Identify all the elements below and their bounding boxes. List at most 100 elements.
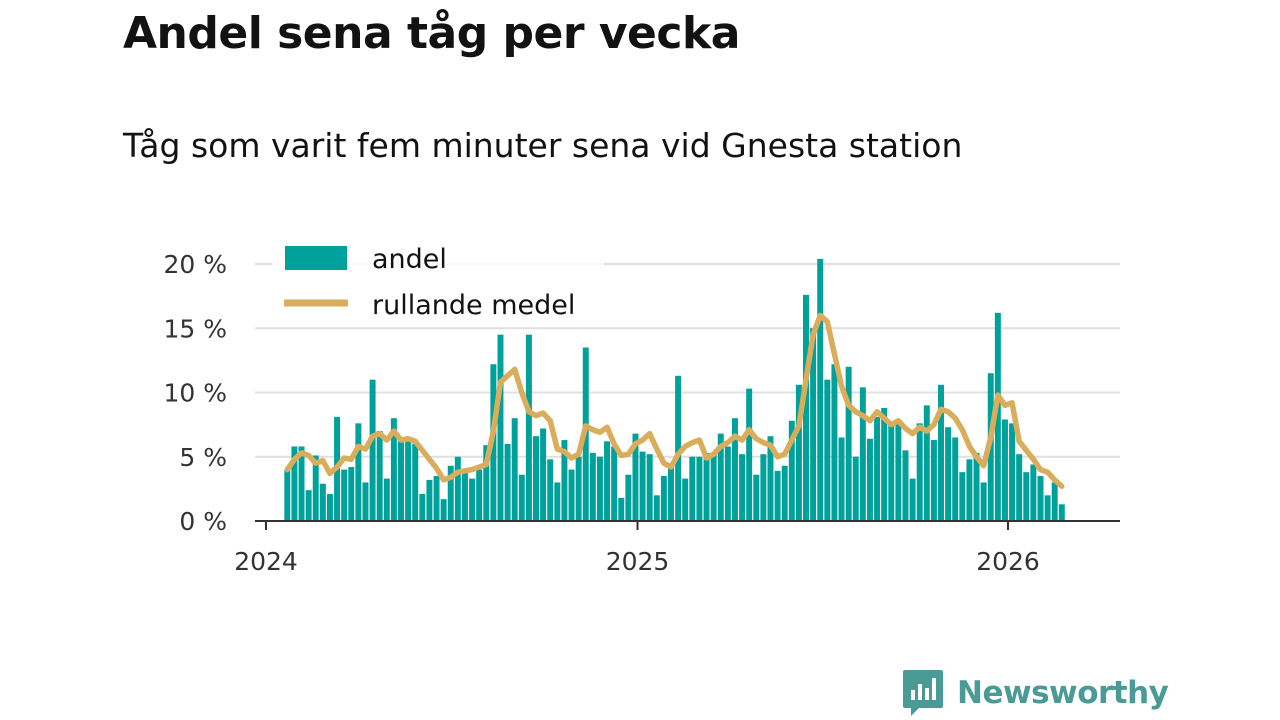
bar-andel [895, 420, 902, 521]
bar-andel [724, 446, 731, 521]
y-tick-label: 20 % [163, 250, 227, 279]
bar-andel [376, 431, 383, 521]
bar-andel [781, 465, 788, 521]
bar-andel [419, 494, 426, 521]
newsworthy-logo-icon [903, 670, 943, 716]
bar-andel [994, 312, 1001, 521]
chart: 0 % 5 % 10 % 15 % 20 % 2024 2025 2026 andel ru… [163, 232, 1120, 576]
bar-andel [938, 384, 944, 521]
bar-andel [447, 465, 454, 521]
bar-andel [1009, 423, 1016, 521]
brand-name: Newsworthy [957, 675, 1169, 711]
bar-andel [945, 427, 952, 521]
bar-andel [767, 436, 774, 521]
bar-andel [930, 440, 937, 521]
bar-andel [348, 467, 355, 521]
bar-andel [625, 474, 632, 521]
bar-andel [383, 478, 390, 521]
bar-andel [440, 499, 447, 521]
bar-andel [398, 441, 404, 521]
bar-andel [866, 438, 873, 521]
bar-andel [1058, 504, 1065, 522]
bar-andel [326, 494, 333, 521]
bar-andel [1023, 472, 1030, 521]
bar-andel [341, 469, 348, 521]
legend-label-rullande-medel: rullande medel [372, 290, 575, 321]
bar-andel [646, 454, 653, 521]
bar-andel [845, 366, 852, 521]
bar-andel [923, 405, 930, 521]
bar-andel [731, 418, 738, 521]
bar-andel [390, 418, 397, 521]
bar-andel [966, 459, 973, 521]
bar-andel [909, 478, 916, 521]
bar-andel [1044, 495, 1051, 521]
bar-andel [696, 456, 703, 521]
legend-label-andel: andel [372, 244, 447, 275]
bar-andel [859, 387, 866, 521]
bar-andel [533, 436, 539, 521]
bar-andel [369, 379, 376, 521]
bar-andel [540, 428, 547, 521]
x-tick-label: 2026 [976, 547, 1040, 576]
bar-andel [362, 482, 369, 521]
bar-andel [639, 451, 646, 521]
x-tick-label: 2024 [234, 547, 298, 576]
bar-andel [874, 416, 881, 521]
bar-andel [426, 479, 433, 521]
bar-andel [717, 433, 724, 521]
bar-andel [888, 422, 895, 521]
bar-andel [980, 482, 987, 521]
bar-andel [653, 495, 660, 521]
bar-andel [902, 450, 909, 521]
bar-andel [824, 379, 831, 521]
bar-andel [660, 476, 667, 521]
bar-andel [703, 452, 710, 521]
bar-andel [973, 452, 980, 521]
y-tick-label: 5 % [179, 443, 227, 472]
bar-andel [469, 478, 476, 521]
bar-andel [355, 423, 362, 521]
bar-andel [916, 423, 923, 521]
bar-andel [547, 459, 554, 521]
y-tick-label: 0 % [179, 507, 227, 536]
legend: andel rullande medel [272, 232, 604, 324]
bar-andel [838, 437, 845, 521]
bar-andel [959, 472, 966, 521]
bar-andel [433, 476, 440, 521]
bar-andel [746, 388, 753, 521]
bar-andel [1051, 482, 1058, 521]
bar-andel [682, 478, 689, 521]
bar-andel [319, 483, 326, 522]
bar-andel [668, 463, 674, 521]
bar-andel [881, 407, 888, 521]
bar-andel [305, 490, 312, 521]
bar-andel [618, 497, 625, 521]
bar-andel [810, 328, 817, 521]
line-rullande-medel [284, 312, 1065, 490]
bar-andel [497, 334, 504, 521]
bar-andel [689, 456, 696, 521]
bar-andel [589, 452, 596, 521]
bar-andel [412, 443, 419, 521]
bar-andel [1030, 464, 1037, 521]
bar-andel [710, 454, 717, 521]
bar-andel [852, 456, 859, 521]
bar-andel [511, 418, 518, 521]
y-tick-labels: 0 % 5 % 10 % 15 % 20 % [163, 250, 227, 536]
bar-andel [1016, 454, 1023, 521]
bar-andel [554, 482, 561, 521]
bar-andel [454, 456, 461, 521]
bar-andel [803, 294, 809, 521]
bar-andel [596, 456, 603, 521]
bar-andel [795, 384, 802, 521]
bar-andel [284, 469, 291, 521]
bar-andel [760, 454, 767, 521]
bar-andel [298, 446, 305, 521]
bar-andel [568, 469, 575, 521]
bar-andel [1037, 476, 1044, 521]
bar-andel [291, 446, 298, 521]
bar-andel [405, 437, 412, 521]
bar-andel [575, 456, 582, 521]
bar-andel [518, 474, 525, 521]
